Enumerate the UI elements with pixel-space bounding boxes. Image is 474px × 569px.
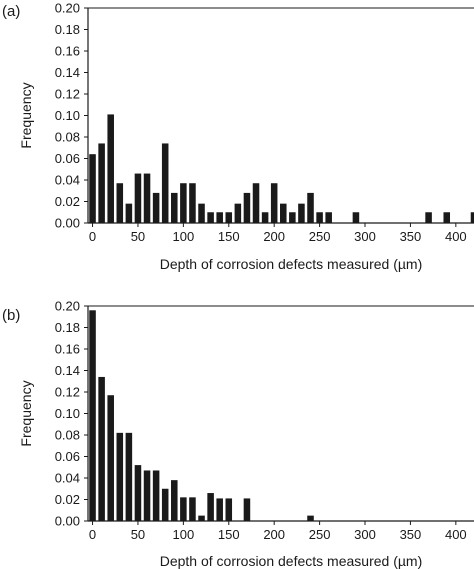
bar: [152, 192, 160, 223]
bar: [98, 143, 105, 223]
bar: [171, 480, 178, 521]
y-axis-title: Frequency: [18, 82, 34, 148]
x-axis-title: Depth of corrosion defects measured (µm): [160, 256, 423, 272]
x-tick-label: 0: [89, 229, 96, 244]
bar: [125, 203, 133, 223]
bar: [280, 203, 287, 223]
bar: [325, 212, 332, 223]
x-tick-label: 300: [354, 229, 376, 244]
x-tick-label: 250: [309, 527, 331, 542]
bar: [152, 470, 160, 521]
y-tick-label: 0.04: [55, 471, 80, 486]
bar: [252, 183, 260, 223]
y-tick-label: 0.16: [55, 44, 80, 59]
bar: [107, 114, 114, 223]
bar: [189, 497, 196, 521]
bar: [161, 143, 169, 223]
x-tick-label: 0: [89, 527, 96, 542]
bar: [316, 212, 323, 223]
bar: [207, 493, 214, 521]
bar: [143, 173, 151, 223]
x-tick-label: 100: [173, 527, 195, 542]
y-tick-label: 0.14: [55, 363, 80, 378]
bar: [307, 515, 314, 521]
y-tick-label: 0.04: [55, 173, 80, 188]
y-tick-label: 0.12: [55, 87, 80, 102]
x-tick-label: 50: [131, 527, 145, 542]
y-tick-label: 0.20: [55, 1, 80, 16]
panel-label-a: (a): [2, 3, 20, 20]
bar: [443, 212, 451, 223]
bar: [89, 310, 96, 521]
x-tick-label: 350: [400, 229, 422, 244]
bar: [134, 465, 142, 521]
bar: [261, 212, 269, 223]
bar: [125, 432, 133, 521]
y-tick-label: 0.12: [55, 385, 80, 400]
x-tick-label: 300: [354, 527, 376, 542]
y-tick-label: 0.18: [55, 22, 80, 37]
y-axis-title: Frequency: [18, 380, 34, 446]
chart-panel-a: (a) 0.00 0.02 0.04 0.06 0.08 0.10 0.12 0.14 0.16 0…: [0, 0, 474, 284]
bar: [207, 212, 214, 223]
y-tick-label: 0.10: [55, 406, 80, 421]
y-tick-label: 0.02: [55, 194, 80, 209]
y-tick-label: 0.08: [55, 428, 80, 443]
bar: [198, 515, 205, 521]
y-tick-label: 0.02: [55, 492, 80, 507]
bar: [352, 212, 360, 223]
y-tick-label: 0.00: [55, 514, 80, 529]
y-tick-label: 0.14: [55, 65, 80, 80]
y-tick-label: 0.10: [55, 108, 80, 123]
y-tick-label: 0.20: [55, 299, 80, 314]
bar: [470, 212, 474, 223]
chart-a-svg: (a) 0.00 0.02 0.04 0.06 0.08 0.10 0.12 0.14 0.16 0…: [2, 1, 474, 272]
bar: [171, 192, 178, 223]
bar: [161, 488, 169, 521]
bar: [225, 212, 233, 223]
bar: [180, 183, 187, 223]
bar: [216, 212, 223, 223]
x-tick-label: 200: [263, 229, 285, 244]
x-tick-label: 400: [445, 229, 467, 244]
panel-label-b: (b): [2, 307, 20, 324]
y-tick-label: 0.18: [55, 320, 80, 335]
bar: [216, 498, 223, 521]
x-tick-label: 150: [218, 527, 240, 542]
bar: [307, 192, 314, 223]
x-tick-label: 150: [218, 229, 240, 244]
bar: [234, 203, 242, 223]
bar: [270, 183, 278, 223]
x-tick-label: 200: [263, 527, 285, 542]
bar: [243, 498, 251, 521]
x-tick-label: 50: [131, 229, 145, 244]
x-tick-label: 350: [400, 527, 422, 542]
x-tick-label: 100: [173, 229, 195, 244]
bar: [425, 212, 432, 223]
bar: [289, 212, 296, 223]
bar: [143, 470, 151, 521]
x-tick-label: 400: [445, 527, 467, 542]
bar: [180, 497, 187, 521]
chart-panel-b: (b) 0.00 0.02 0.04 0.06 0.08 0.10 0.12 0.14 0.16 0…: [0, 296, 474, 569]
y-tick-label: 0.08: [55, 130, 80, 145]
y-tick-label: 0.06: [55, 151, 80, 166]
bar: [98, 376, 105, 521]
bar: [89, 154, 96, 223]
bar: [116, 432, 124, 521]
x-tick-label: 250: [309, 229, 331, 244]
bar: [134, 173, 142, 223]
bar: [198, 203, 205, 223]
bar: [116, 183, 124, 223]
bar: [243, 192, 251, 223]
bar: [298, 203, 305, 223]
bar: [107, 395, 114, 521]
bar: [189, 183, 196, 223]
y-tick-label: 0.16: [55, 342, 80, 357]
y-tick-label: 0.00: [55, 216, 80, 231]
chart-b-svg: (b) 0.00 0.02 0.04 0.06 0.08 0.10 0.12 0.14 0.16 0…: [2, 299, 474, 569]
bar: [225, 498, 233, 521]
y-tick-label: 0.06: [55, 449, 80, 464]
x-axis-title: Depth of corrosion defects measured (µm): [160, 553, 423, 569]
